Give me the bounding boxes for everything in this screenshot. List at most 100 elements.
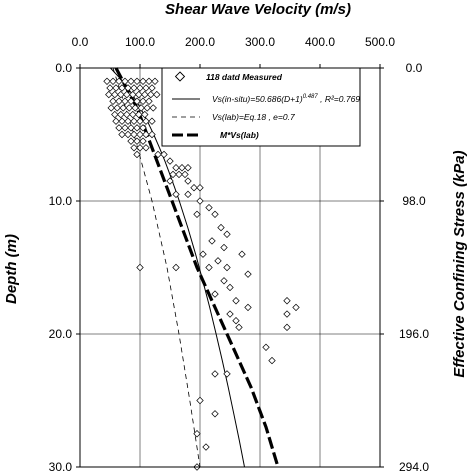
data-point <box>196 396 204 405</box>
data-point <box>139 97 147 105</box>
legend-box <box>161 67 361 147</box>
data-point <box>124 84 132 92</box>
data-point <box>211 410 219 418</box>
legend-insitu-exp: 0.487 <box>303 94 319 100</box>
data-point <box>139 77 147 85</box>
legend-label-measured: 118 datd Measured <box>206 72 283 82</box>
y2-tick-label: 196.0 <box>399 327 429 341</box>
data-point <box>136 84 144 92</box>
tick-labels: 0.0 100.0 200.0 300.0 400.0 500.00.0 0.010.0 98… <box>49 35 430 474</box>
data-point <box>217 223 225 232</box>
data-point <box>124 130 132 139</box>
data-point <box>115 97 123 105</box>
data-point <box>133 77 141 85</box>
x-axis-title: Shear Wave Velocity (m/s) <box>165 1 351 18</box>
data-point <box>141 90 149 99</box>
data-point <box>121 97 129 105</box>
data-point <box>145 77 153 85</box>
data-point <box>226 283 234 292</box>
data-point <box>136 263 144 272</box>
data-point <box>127 77 135 85</box>
data-point <box>178 164 186 172</box>
data-point <box>109 97 117 105</box>
data-point <box>139 137 147 145</box>
data-point <box>166 177 174 185</box>
legend-label-lab: Vs(lab)=Eq.18 , e=0.7 <box>212 112 295 122</box>
data-point <box>131 104 139 112</box>
data-point <box>121 77 129 85</box>
data-point <box>129 110 137 119</box>
data-point <box>130 117 138 125</box>
data-point <box>202 443 210 451</box>
data-point <box>172 190 180 199</box>
data-point <box>118 130 126 139</box>
data-point <box>268 356 276 365</box>
y-tick-label: 0.0 <box>55 61 72 75</box>
data-point <box>232 297 240 305</box>
data-point <box>127 124 135 132</box>
data-point <box>130 84 138 92</box>
data-point <box>244 303 252 312</box>
data-point <box>147 90 155 99</box>
data-point <box>118 117 126 125</box>
data-point <box>226 310 234 318</box>
data-point <box>153 90 161 99</box>
data-point <box>148 84 156 92</box>
data-point <box>125 104 133 112</box>
data-point <box>199 250 207 258</box>
x-tick-label: 300.0 <box>245 35 275 49</box>
y-axis-title: Depth (m) <box>3 234 20 304</box>
data-point <box>133 124 141 132</box>
data-point <box>169 170 177 179</box>
data-point <box>130 130 138 139</box>
data-point <box>133 137 141 145</box>
data-point <box>137 104 145 112</box>
data-point <box>208 237 216 245</box>
data-point <box>148 117 156 125</box>
data-point <box>105 90 113 99</box>
y2-tick-label: 0.0 <box>406 61 423 75</box>
data-point <box>124 117 132 125</box>
data-point <box>211 370 219 378</box>
data-point <box>107 104 115 112</box>
data-point <box>118 84 126 92</box>
data-point <box>142 117 150 125</box>
data-points <box>103 77 300 471</box>
y-tick-label: 10.0 <box>49 194 73 208</box>
x-tick-label: 100.0 <box>125 35 155 49</box>
data-point <box>112 84 120 92</box>
data-point <box>112 117 120 125</box>
data-point <box>238 250 246 258</box>
data-point <box>205 263 213 272</box>
x-tick-label: 200.0 <box>185 35 215 49</box>
data-point <box>135 110 143 119</box>
y2-axis-title: Effective Confining Stress (kPa) <box>451 150 468 377</box>
data-point <box>145 97 153 105</box>
data-point <box>123 90 131 99</box>
x-tick-label: 500.0 <box>365 35 395 49</box>
data-point <box>143 104 151 112</box>
legend-insitu-base: Vs(in-situ)=50.686(D+1) <box>212 94 303 104</box>
data-point <box>196 184 204 192</box>
data-point <box>283 297 291 305</box>
y-tick-label: 30.0 <box>49 460 73 474</box>
data-point <box>115 124 123 132</box>
data-point <box>135 90 143 99</box>
data-point <box>205 203 213 212</box>
x-tick-label: 0.0 <box>72 35 89 49</box>
data-point <box>136 117 144 125</box>
data-point <box>172 263 180 272</box>
data-point <box>184 190 192 199</box>
data-point <box>142 144 150 152</box>
data-point <box>211 290 219 298</box>
data-point <box>172 164 180 172</box>
data-point <box>117 90 125 99</box>
data-point <box>160 150 168 159</box>
data-point <box>136 130 144 139</box>
legend-label-insitu: Vs(in-situ)=50.686(D+1)0.487 , R²=0.769 <box>212 94 360 104</box>
data-point <box>106 84 114 92</box>
data-point <box>235 323 243 332</box>
legend-insitu-tail: , R²=0.769 <box>318 94 361 104</box>
data-point <box>119 104 127 112</box>
